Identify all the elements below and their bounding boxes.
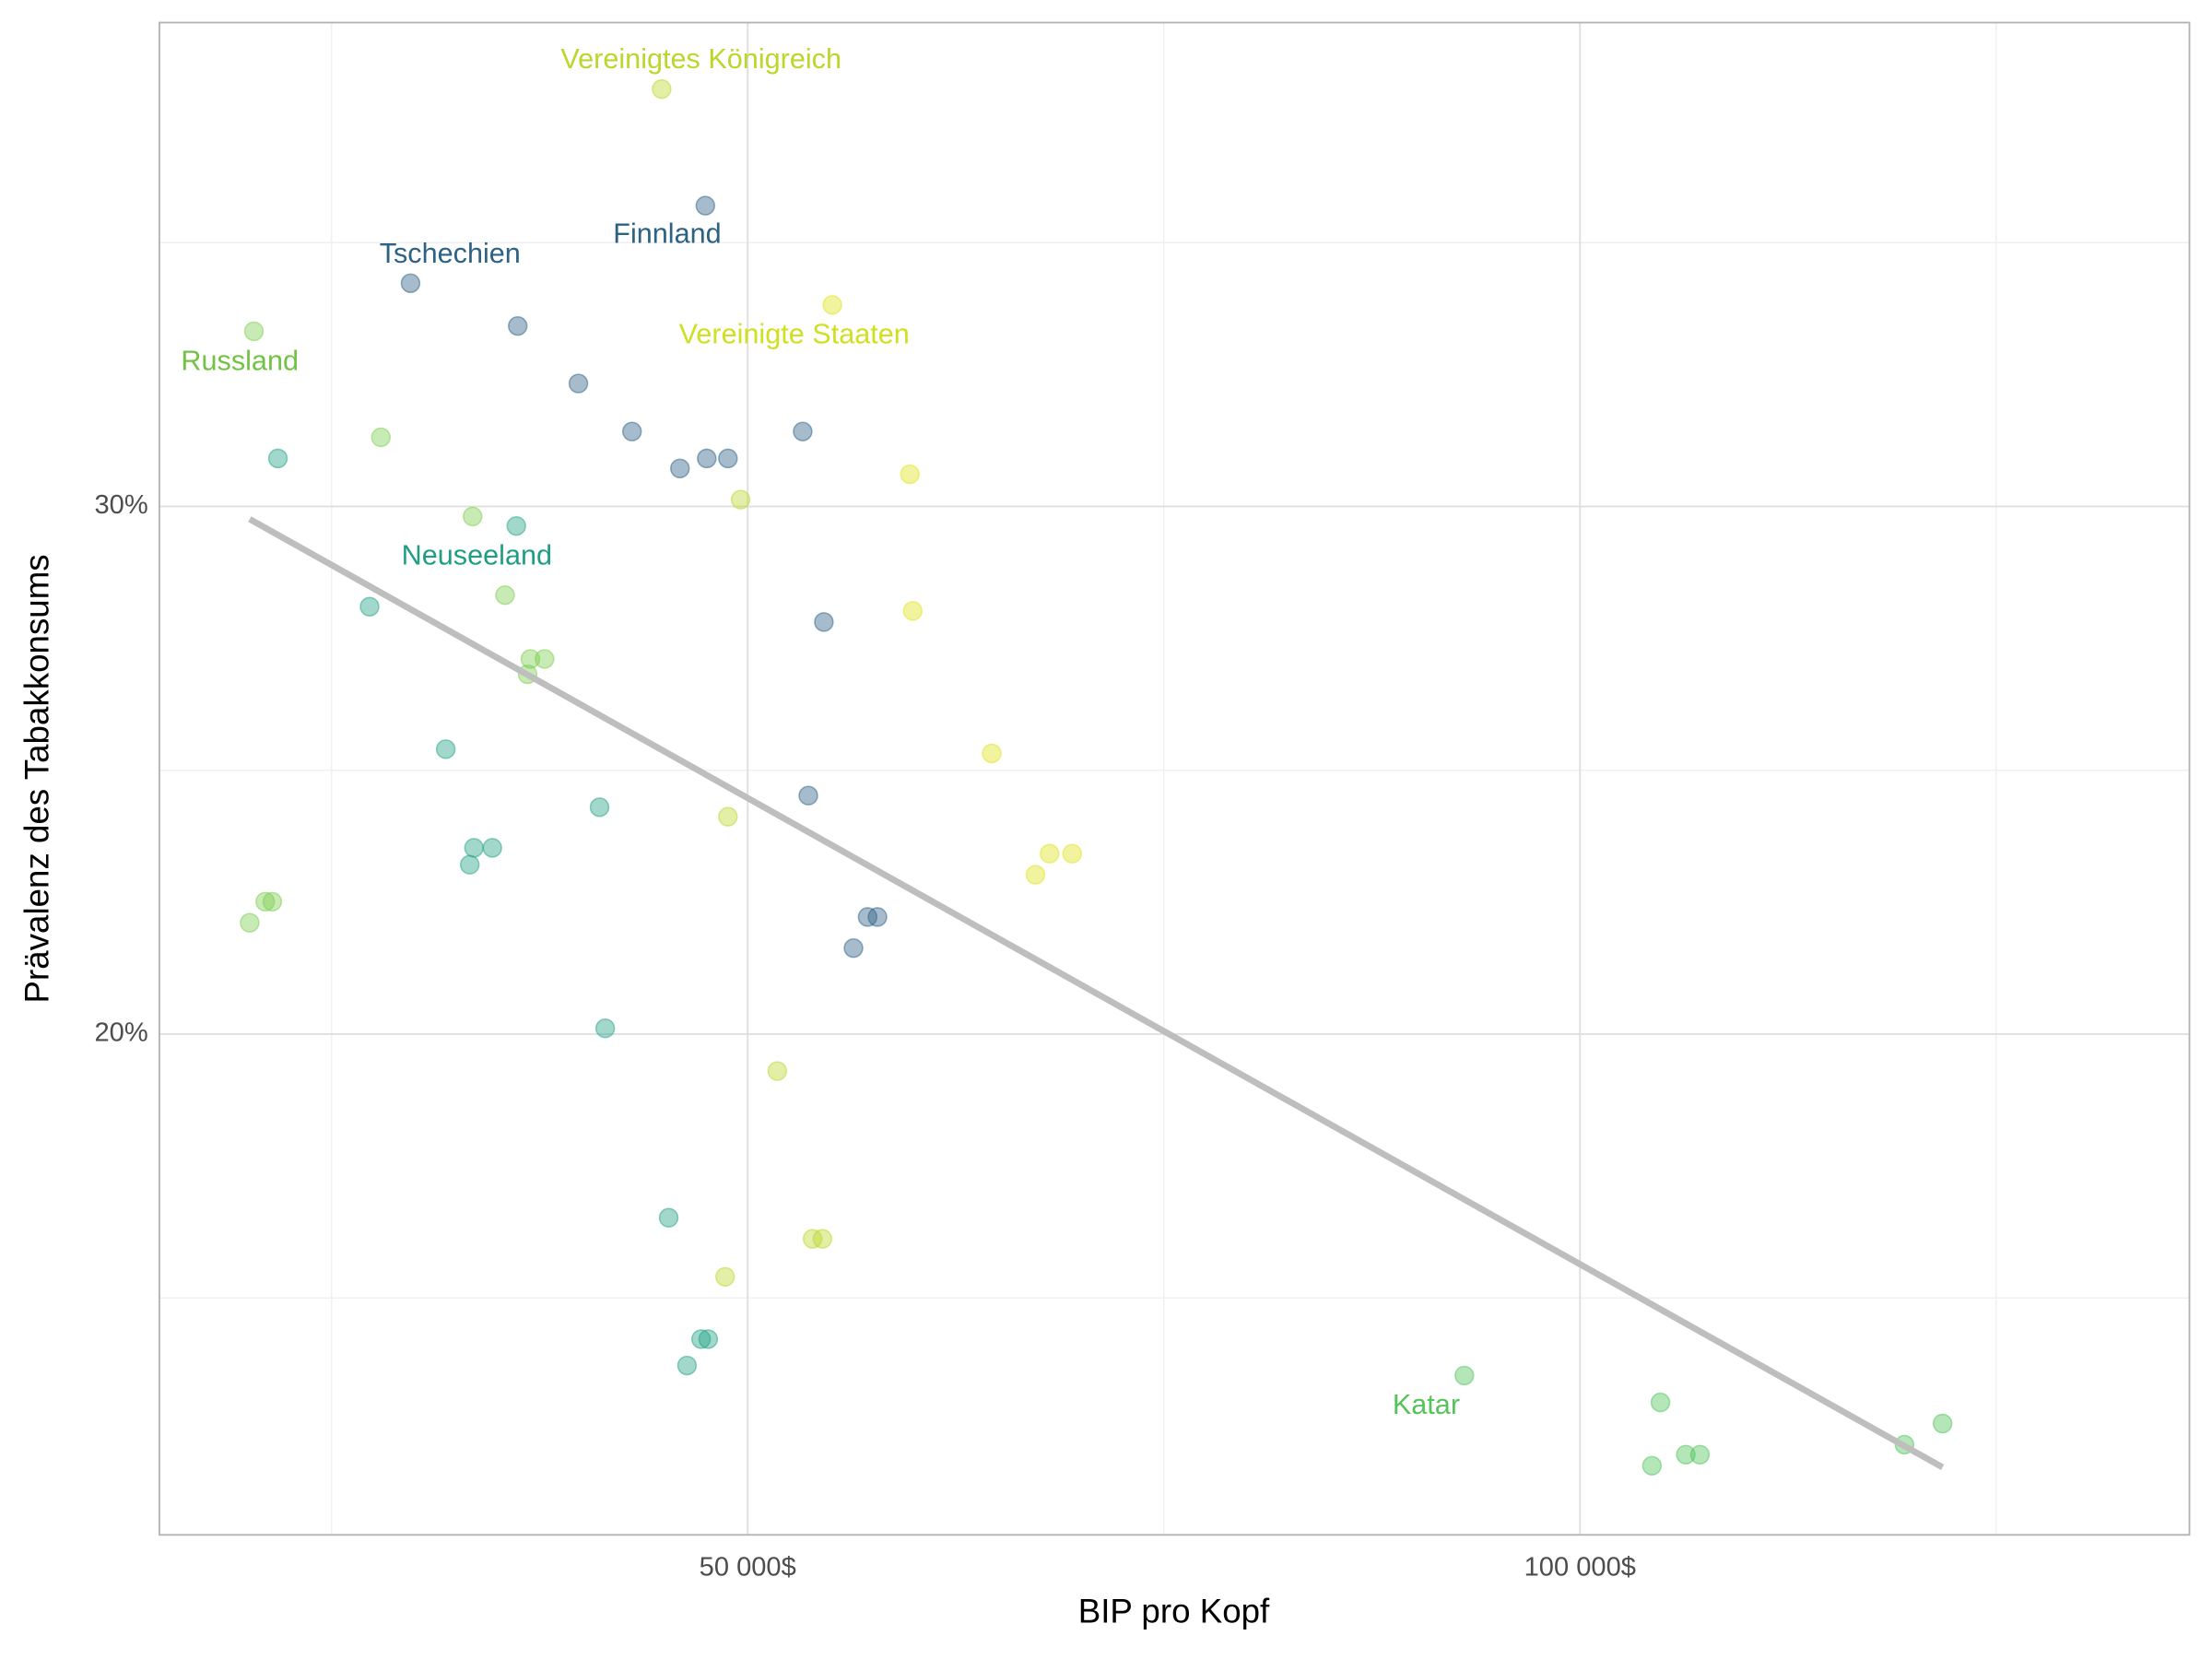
point [1025, 865, 1046, 885]
point [814, 612, 834, 632]
point [1062, 843, 1082, 864]
point [670, 458, 690, 478]
y-axis-title: Prävalenz des Tabakkonsums [18, 554, 56, 1003]
point [1454, 1365, 1475, 1386]
point [698, 1329, 719, 1349]
annotation: Finnland [613, 218, 721, 250]
point [1650, 1392, 1671, 1413]
point [240, 912, 260, 933]
annotation: Neuseeland [402, 540, 552, 571]
point [508, 315, 528, 336]
point [695, 195, 716, 216]
point [812, 1229, 833, 1249]
point [495, 584, 515, 606]
point [435, 739, 456, 759]
point [718, 448, 738, 469]
point [1689, 1444, 1711, 1465]
point [1932, 1413, 1953, 1434]
annotation: Tschechien [380, 238, 521, 269]
point [802, 1229, 823, 1249]
point [359, 596, 380, 617]
point [400, 273, 421, 294]
annotation: Katar [1393, 1389, 1460, 1420]
point [371, 427, 391, 448]
point [520, 649, 541, 669]
point [658, 1207, 679, 1228]
point [697, 448, 717, 469]
y-tick-label: 30% [95, 490, 148, 520]
point [715, 1266, 735, 1288]
y-tick-label: 20% [95, 1018, 148, 1048]
point [690, 1329, 712, 1349]
annotation: Vereinigtes Königreich [560, 43, 841, 75]
point [793, 421, 813, 441]
point [482, 838, 502, 858]
point [822, 295, 842, 315]
point [463, 506, 483, 527]
point [1040, 843, 1060, 864]
panel-border [159, 21, 2191, 1536]
point [1641, 1455, 1663, 1477]
x-tick-label: 50 000$ [700, 1553, 796, 1583]
trend-line [248, 516, 1945, 1471]
point [506, 515, 526, 536]
point [464, 838, 484, 858]
point [262, 891, 283, 912]
point [902, 601, 924, 621]
point [798, 785, 818, 806]
point [857, 907, 878, 927]
annotation: Vereinigte Staaten [679, 318, 910, 349]
point [1676, 1444, 1696, 1465]
point [982, 743, 1002, 764]
point [535, 649, 555, 669]
point [568, 373, 589, 394]
point [867, 907, 888, 927]
point [589, 797, 610, 818]
point [255, 891, 276, 912]
point [767, 1061, 788, 1081]
point [594, 1018, 616, 1039]
x-tick-label: 100 000$ [1524, 1553, 1636, 1583]
point [843, 937, 864, 959]
point [652, 78, 672, 100]
point [243, 321, 265, 342]
point [730, 489, 751, 510]
annotation: Russland [181, 345, 299, 376]
point [677, 1355, 698, 1376]
point [718, 806, 738, 827]
x-axis-title: BIP pro Kopf [1078, 1593, 1270, 1630]
point [459, 854, 480, 875]
point [900, 464, 920, 485]
point [267, 448, 288, 469]
point [622, 421, 642, 441]
